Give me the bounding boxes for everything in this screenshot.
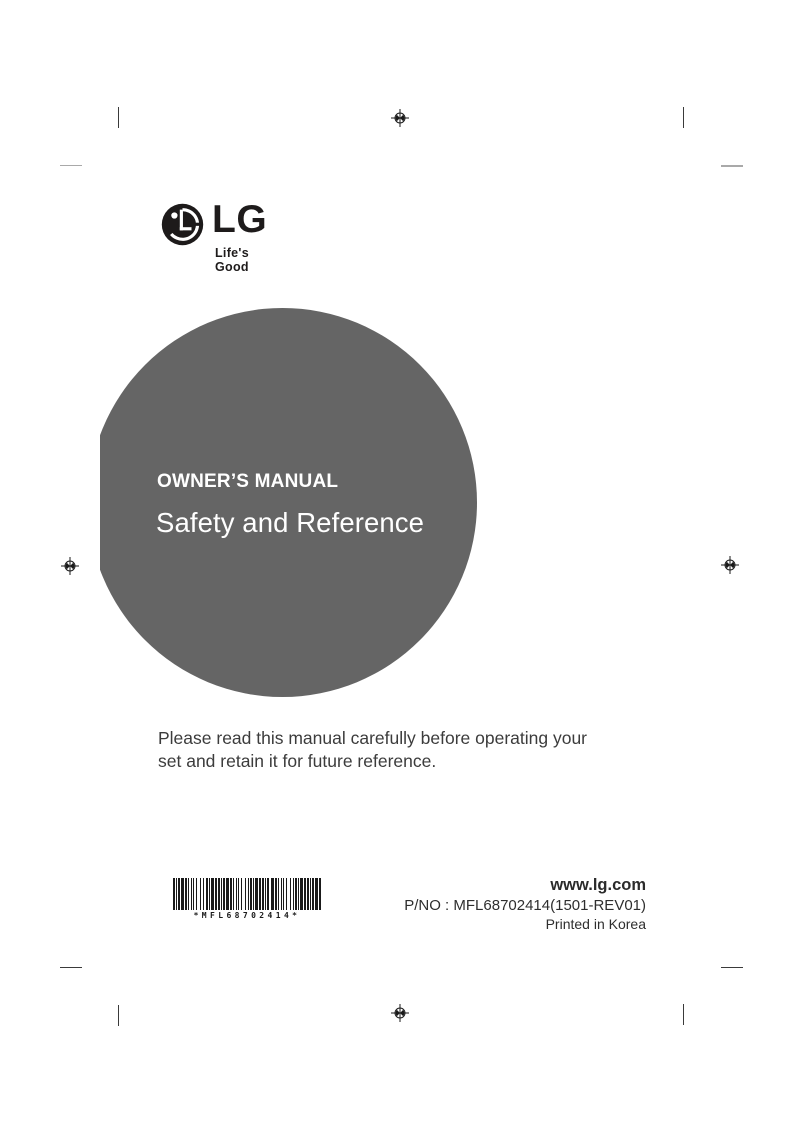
registration-mark-bottom-icon — [391, 1004, 409, 1022]
crop-mark-top-right-vertical — [682, 107, 684, 128]
crop-mark-top-right-horizontal — [721, 165, 743, 167]
crop-mark-bottom-left-vertical — [117, 1005, 119, 1026]
crop-mark-top-left-horizontal — [60, 164, 82, 166]
registration-mark-left-icon — [61, 557, 79, 575]
footer-block: www.lg.com P/NO : MFL68702414(1501-REV01… — [404, 875, 646, 933]
notice-paragraph: Please read this manual carefully before… — [158, 727, 598, 773]
crop-mark-bottom-left-horizontal — [60, 966, 82, 968]
cover-circle — [100, 308, 477, 697]
cover-eyebrow: OWNER’S MANUAL — [157, 471, 339, 492]
crop-mark-top-left-vertical — [117, 107, 119, 128]
barcode-label: *MFL68702414* — [193, 911, 301, 920]
notice-line-2: set and retain it for future reference. — [158, 751, 437, 771]
footer-printed-in: Printed in Korea — [545, 916, 646, 932]
lg-wordmark: LG — [212, 198, 268, 241]
cover-title: Safety and Reference — [156, 507, 425, 538]
barcode: *MFL68702414* — [173, 878, 321, 920]
barcode-bars-icon — [173, 878, 321, 910]
cover-circle-clip — [100, 308, 477, 697]
registration-mark-right-icon — [721, 556, 739, 574]
crop-mark-bottom-right-horizontal — [721, 966, 743, 968]
footer-part-number: P/NO : MFL68702414(1501-REV01) — [404, 897, 646, 914]
footer-website: www.lg.com — [550, 876, 646, 894]
registration-mark-top-icon — [391, 109, 409, 127]
lg-face-symbol-icon — [161, 203, 204, 246]
notice-line-1: Please read this manual carefully before… — [158, 728, 587, 748]
crop-mark-bottom-right-vertical — [682, 1004, 684, 1025]
lg-tagline: Life's Good — [215, 246, 249, 274]
